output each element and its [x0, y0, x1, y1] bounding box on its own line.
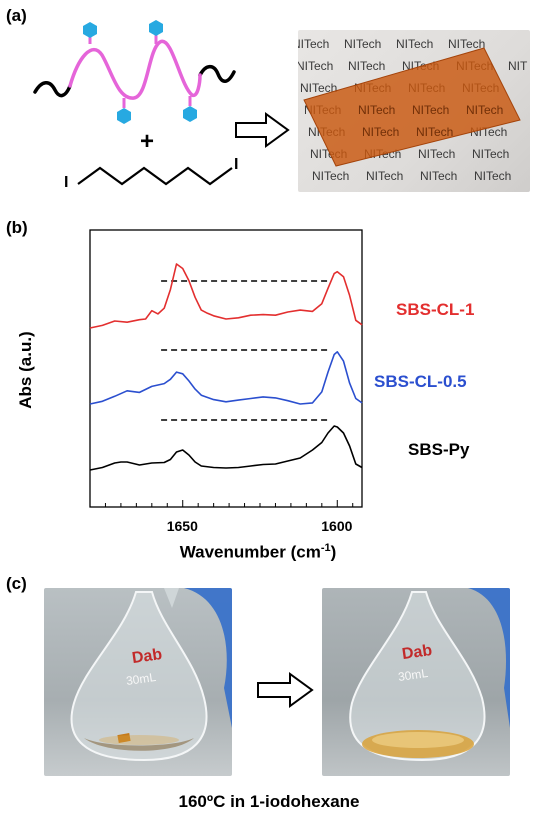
reaction-arrow-icon	[235, 112, 290, 148]
svg-text:NITech: NITech	[416, 125, 453, 139]
series-line-sbs-cl-0-5	[89, 350, 363, 405]
series-line-sbs-py	[89, 425, 363, 471]
panel-label-b: (b)	[6, 218, 28, 237]
flask-glass	[70, 591, 208, 762]
svg-text:NITech: NITech	[358, 103, 395, 117]
x-axis-label: Wavenumber (cm-1)	[140, 542, 376, 563]
polymer-backbone-left-end	[33, 81, 72, 98]
diiodohexane-structure	[77, 166, 233, 186]
legend-label-sbs-py: SBS-Py	[408, 440, 470, 459]
svg-text:NITech: NITech	[312, 169, 349, 183]
iodine-left-label: I	[64, 174, 69, 191]
pyridine-hexagon-icon	[183, 106, 197, 122]
svg-text:NITech: NITech	[300, 81, 337, 95]
legend-label-sbs-cl-1: SBS-CL-1	[396, 300, 475, 319]
svg-text:NITech: NITech	[366, 169, 403, 183]
x-tick-label: 1650	[166, 518, 198, 534]
film-piece	[117, 733, 131, 743]
svg-text:NITech: NITech	[396, 37, 433, 51]
pyridine-hexagon-icon	[149, 20, 163, 36]
film-photo: NITech NITech NITech NITech NITech NITech NI…	[298, 30, 530, 192]
pyridine-hexagon-icon	[117, 108, 131, 124]
heating-arrow-icon	[257, 672, 314, 708]
series-line-sbs-cl-1	[89, 263, 363, 329]
x-axis-label-main: Wavenumber (cm	[179, 542, 321, 562]
plot-frame	[89, 229, 363, 508]
panel-label-a: (a)	[6, 6, 27, 25]
svg-text:NITech: NITech	[348, 59, 385, 73]
plus-sign: +	[140, 128, 155, 155]
x-axis-label-close: )	[330, 542, 337, 562]
svg-text:NITech: NITech	[420, 169, 457, 183]
legend-label-sbs-cl-0-5: SBS-CL-0.5	[374, 372, 467, 391]
svg-text:NITech: NITech	[474, 169, 511, 183]
svg-text:NITech: NITech	[412, 103, 449, 117]
x-axis-label-exponent: -1	[320, 542, 331, 554]
svg-text:NITech: NITech	[418, 147, 455, 161]
x-tick-label: 1600	[321, 518, 353, 534]
sbs-polymer-schematic	[33, 20, 236, 124]
flask-photo-after: Dab 30mL	[322, 588, 510, 776]
flask-glass	[349, 591, 486, 762]
svg-text:NITech: NITech	[298, 59, 333, 73]
svg-text:NITech: NITech	[362, 125, 399, 139]
crosslinked-film	[303, 47, 521, 167]
pyridine-hexagon-icon	[83, 22, 97, 38]
svg-text:NITech: NITech	[448, 37, 485, 51]
polymer-backbone-middle	[68, 39, 202, 100]
flask-photo-before: Dab 30mL	[44, 588, 232, 776]
svg-text:NITech: NITech	[472, 147, 509, 161]
panel-label-c: (c)	[6, 574, 27, 593]
background-text-row: NITech	[298, 37, 329, 51]
iodine-right-label: I	[234, 156, 239, 173]
panel-c-caption: 160ºC in 1-iodohexane	[178, 792, 360, 811]
polymer-backbone-right-end	[198, 64, 236, 83]
svg-text:NITech: NITech	[466, 103, 503, 117]
svg-text:NIT: NIT	[508, 59, 528, 73]
svg-text:NITech: NITech	[344, 37, 381, 51]
